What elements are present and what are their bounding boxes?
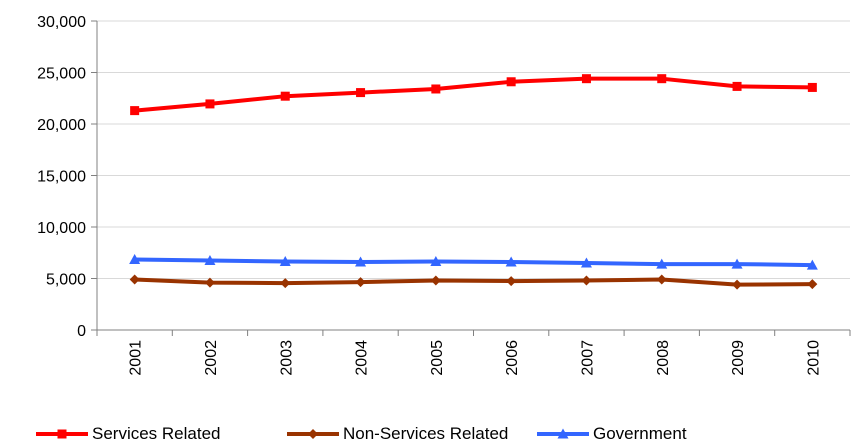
data-point-non-services-related <box>129 274 140 285</box>
data-point-services-related <box>356 88 366 98</box>
data-point-services-related <box>807 82 817 92</box>
series-government <box>129 253 818 270</box>
data-point-non-services-related <box>204 277 215 288</box>
x-tick-label: 2008 <box>655 340 672 376</box>
x-axis-tick-labels: 2001 2002 2003 2004 2005 2006 2007 2008 2009 2010 <box>128 340 823 376</box>
data-point-services-related <box>732 81 742 91</box>
series-line-services-related <box>132 76 815 113</box>
legend-label: Non-Services Related <box>343 424 509 443</box>
data-point-services-related <box>431 84 441 94</box>
legend-item-government: Government <box>535 422 687 446</box>
data-point-non-services-related <box>732 279 743 290</box>
x-tick-label: 2005 <box>429 340 446 376</box>
legend-item-non-services-related: Non-Services Related <box>285 422 508 446</box>
data-point-government <box>580 257 592 268</box>
data-point-services-related <box>581 74 591 84</box>
y-tick-label: 25,000 <box>37 66 86 83</box>
series-services-related <box>130 74 817 116</box>
data-point-services-related <box>280 91 290 101</box>
y-tick-label: 15,000 <box>37 169 86 186</box>
x-tick-label: 2001 <box>128 340 145 376</box>
x-tick-label: 2010 <box>805 340 822 376</box>
data-point-government <box>430 256 442 267</box>
data-point-government <box>129 253 141 264</box>
data-point-government <box>806 259 818 270</box>
y-tick-label: 10,000 <box>37 220 86 237</box>
data-point-non-services-related <box>280 278 291 289</box>
data-point-non-services-related <box>656 274 667 285</box>
y-tick-label: 20,000 <box>37 117 86 134</box>
data-point-government <box>656 258 668 269</box>
data-point-non-services-related <box>355 277 366 288</box>
series-line-non-services-related <box>132 277 815 287</box>
data-point-non-services-related <box>807 279 818 290</box>
series-non-services-related <box>129 274 818 290</box>
legend-swatch-government <box>537 428 589 439</box>
data-point-non-services-related <box>430 275 441 286</box>
x-tick-label: 2003 <box>278 340 295 376</box>
data-point-government <box>731 258 743 269</box>
axes <box>91 20 851 336</box>
legend-marker <box>557 428 569 439</box>
series-line-government <box>132 257 815 268</box>
y-tick-label: 0 <box>77 323 86 340</box>
y-tick-label: 5,000 <box>46 272 86 289</box>
x-tick-label: 2006 <box>504 340 521 376</box>
data-point-services-related <box>657 74 667 84</box>
legend: Services Related Non-Services Related Gove… <box>0 422 862 446</box>
data-point-non-services-related <box>506 276 517 287</box>
series-lines <box>129 74 818 290</box>
data-point-government <box>204 254 216 265</box>
x-tick-label: 2004 <box>354 340 371 376</box>
data-point-services-related <box>130 106 140 116</box>
data-point-services-related <box>506 77 516 87</box>
x-tick-label: 2007 <box>579 340 596 376</box>
x-tick-label: 2002 <box>203 340 220 376</box>
data-point-government <box>279 256 291 267</box>
line-chart: 0 5,000 10,000 15,000 20,000 25,000 30,000 200… <box>37 14 851 376</box>
y-tick-label: 30,000 <box>37 14 86 31</box>
gridlines <box>97 20 850 279</box>
data-point-services-related <box>205 99 215 109</box>
legend-label: Government <box>593 424 687 443</box>
legend-marker <box>308 429 318 439</box>
data-point-non-services-related <box>581 275 592 286</box>
legend-item-services-related: Services Related <box>34 422 221 446</box>
legend-marker <box>57 429 67 439</box>
legend-swatch-services-related <box>36 429 88 439</box>
x-tick-label: 2009 <box>730 340 747 376</box>
legend-label: Services Related <box>92 424 221 443</box>
data-point-government <box>505 256 517 267</box>
legend-swatch-non-services-related <box>287 429 339 439</box>
data-point-government <box>355 256 367 267</box>
y-axis-tick-labels: 0 5,000 10,000 15,000 20,000 25,000 30,000 <box>37 14 86 340</box>
